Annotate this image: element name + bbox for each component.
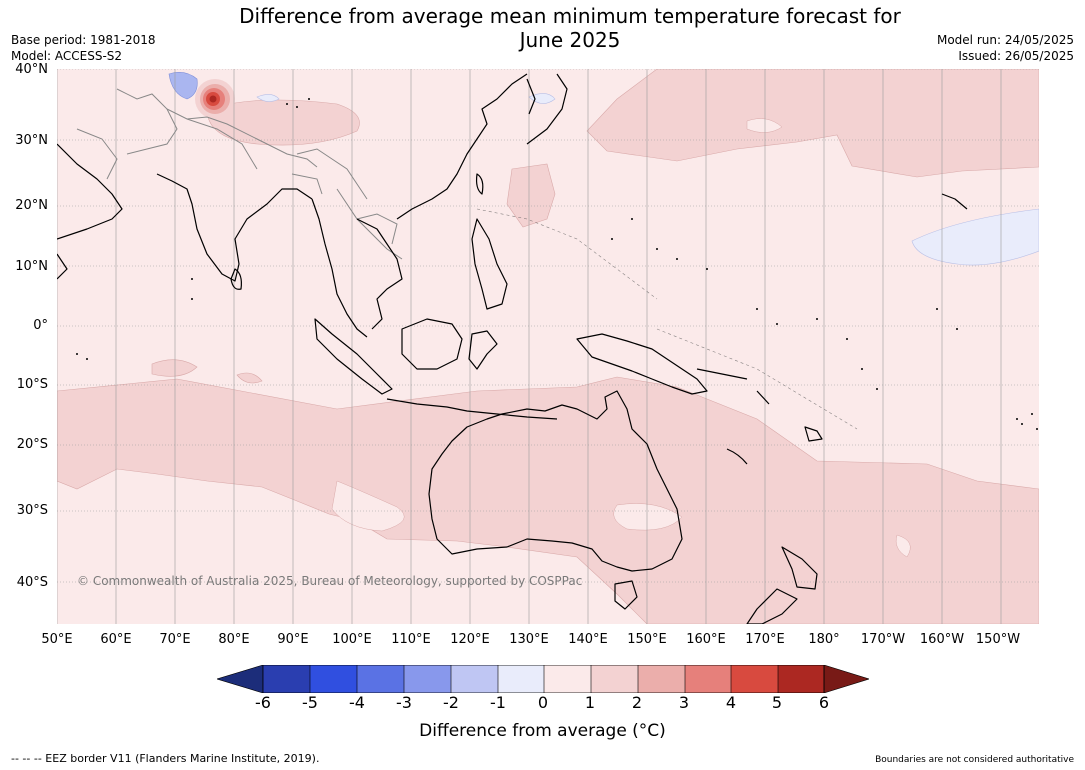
eez-legend-note: -- -- -- EEZ border V11 (Flanders Marine… <box>11 752 320 765</box>
colorbar-tick: -6 <box>255 693 271 712</box>
colorbar-label: Difference from average (°C) <box>419 721 666 741</box>
boundary-disclaimer: Boundaries are not considered authoritat… <box>875 755 1074 765</box>
meta-right: Model run: 24/05/2025 Issued: 26/05/2025 <box>937 32 1074 64</box>
colorbar-tick: -5 <box>302 693 318 712</box>
warm-anomaly-areas <box>57 69 1039 624</box>
colorbar-bin <box>685 665 731 693</box>
lon-label-130e: 130°E <box>509 632 549 647</box>
colorbar-bin <box>544 665 591 693</box>
cool-anomaly-areas <box>256 93 1039 266</box>
lon-label-90e: 90°E <box>277 632 309 647</box>
lon-label-100e: 100°E <box>332 632 372 647</box>
colorbar-tick: -4 <box>349 693 365 712</box>
lon-label-60e: 60°E <box>100 632 132 647</box>
lat-label-40s: 40°S <box>16 575 48 590</box>
lon-label-120e: 120°E <box>450 632 490 647</box>
lon-label-180: 180° <box>808 632 840 647</box>
model-name: Model: ACCESS-S2 <box>11 49 123 63</box>
lon-label-160e: 160°E <box>686 632 726 647</box>
colorbar <box>215 664 871 697</box>
lat-label-20n: 20°N <box>15 198 48 213</box>
meta-left: Base period: 1981-2018 Model: ACCESS-S2 <box>11 32 156 64</box>
graticule <box>57 69 1039 624</box>
colorbar-tick: -1 <box>490 693 506 712</box>
lat-label-40n: 40°N <box>15 62 48 77</box>
lat-label-20s: 20°S <box>16 437 48 452</box>
coastlines <box>57 73 968 624</box>
lon-label-80e: 80°E <box>218 632 250 647</box>
colorbar-tick: 2 <box>631 693 643 712</box>
copyright-notice: © Commonwealth of Australia 2025, Bureau… <box>77 574 583 588</box>
colorbar-tick: 5 <box>771 693 783 712</box>
forecast-map[interactable] <box>57 69 1039 624</box>
colorbar-bin <box>451 665 498 693</box>
lon-label-150e: 150°E <box>627 632 667 647</box>
lon-label-160w: 160°W <box>919 632 965 647</box>
base-period: Base period: 1981-2018 <box>11 33 156 47</box>
lat-label-10s: 10°S <box>16 377 48 392</box>
colorbar-bin <box>498 665 544 693</box>
colorbar-bin <box>778 665 824 693</box>
colorbar-high-arrow <box>823 664 871 694</box>
lat-label-10n: 10°N <box>15 259 48 274</box>
lon-label-110e: 110°E <box>391 632 431 647</box>
eez-borders <box>476 208 858 430</box>
colorbar-bin <box>731 665 778 693</box>
colorbar-bin <box>357 665 404 693</box>
colorbar-tick: -3 <box>396 693 412 712</box>
lat-label-0: 0° <box>33 318 48 333</box>
lon-label-170w: 170°W <box>860 632 906 647</box>
colorbar-bin <box>404 665 451 693</box>
colorbar-tick: 1 <box>584 693 596 712</box>
lon-label-70e: 70°E <box>159 632 191 647</box>
neutral-anomaly-patches <box>331 118 911 558</box>
colorbar-tick: 3 <box>678 693 690 712</box>
country-borders <box>76 88 403 260</box>
lat-label-30n: 30°N <box>15 133 48 148</box>
colorbar-bin <box>638 665 685 693</box>
colorbar-bin <box>591 665 638 693</box>
lon-label-50e: 50°E <box>41 632 73 647</box>
colorbar-tick: 0 <box>537 693 549 712</box>
lat-label-30s: 30°S <box>16 503 48 518</box>
colorbar-bin <box>310 665 357 693</box>
pacific-islands <box>76 98 1038 430</box>
lon-label-150w: 150°W <box>975 632 1021 647</box>
colorbar-tick: -2 <box>443 693 459 712</box>
colorbar-bin <box>263 665 310 693</box>
lon-label-170e: 170°E <box>745 632 785 647</box>
issued-date: Issued: 26/05/2025 <box>958 49 1074 63</box>
lon-label-140e: 140°E <box>568 632 608 647</box>
colorbar-tick: 4 <box>725 693 737 712</box>
colorbar-low-arrow <box>215 664 264 694</box>
title-line-1: Difference from average mean minimum tem… <box>239 4 901 28</box>
warm-anomaly-hotspot <box>195 79 235 119</box>
map-title: Difference from average mean minimum tem… <box>170 4 970 52</box>
model-run: Model run: 24/05/2025 <box>936 33 1074 47</box>
colorbar-tick: 6 <box>818 693 830 712</box>
title-line-2: June 2025 <box>519 28 621 52</box>
